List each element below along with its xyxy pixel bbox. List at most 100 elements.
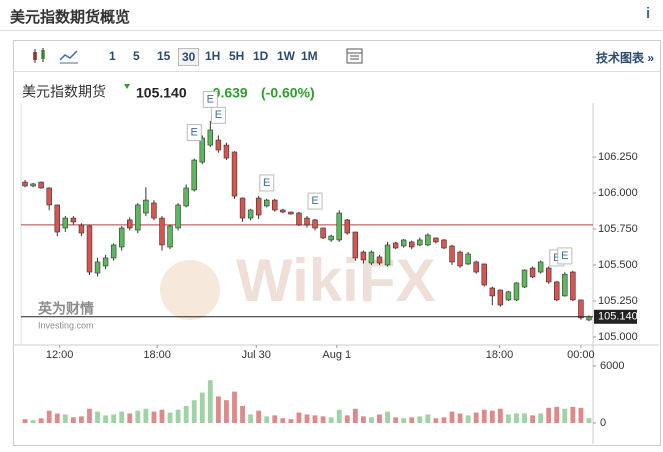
volume-bar [562, 408, 568, 423]
volume-bar [505, 414, 511, 423]
candle-body [578, 299, 584, 319]
volume-bar [522, 413, 527, 423]
candle-body [207, 129, 214, 146]
volume-bar [272, 415, 278, 423]
candle-body [78, 224, 85, 234]
volume-bar [103, 415, 109, 423]
event-label: E [191, 126, 198, 138]
toolbar: 技术图表 » 1 5 15 30 1H 5H 1D 1W 1M [14, 41, 660, 72]
volume-bar [199, 392, 205, 423]
volume-bar [586, 418, 592, 423]
volume-bar [441, 417, 447, 423]
volume-bar [207, 380, 213, 423]
candle-body [46, 187, 52, 206]
event-marker [307, 192, 323, 210]
candle-body [304, 217, 310, 226]
volume-bar [352, 408, 358, 423]
event-marker [186, 124, 202, 142]
candle-icon[interactable] [30, 47, 50, 65]
line-icon[interactable] [58, 47, 80, 65]
volume-bar [95, 411, 100, 423]
event-label: E [263, 177, 270, 189]
candle-body [360, 251, 367, 261]
volume-bar [369, 417, 374, 423]
volume-bar [30, 420, 36, 423]
interval-button[interactable]: 1W [277, 49, 295, 63]
candle-body [376, 256, 383, 264]
candle-body [86, 225, 93, 273]
candle-body [272, 199, 278, 211]
volume-bar [264, 416, 270, 423]
volume-bar [377, 414, 382, 423]
candle-body [54, 204, 60, 233]
volume-tick-label: 0 [600, 417, 606, 429]
candle-body [143, 199, 149, 214]
candle-body [320, 227, 326, 239]
event-label: E [311, 195, 318, 207]
y-tick-label: 106.250 [598, 151, 638, 163]
candle-body [231, 151, 238, 197]
candle-body [223, 144, 230, 159]
volume-bar [433, 418, 439, 423]
volume-bar [328, 417, 334, 423]
candle-body [562, 273, 568, 297]
candle-body [135, 204, 141, 231]
candle-body [102, 257, 109, 267]
instrument-name: 美元指数期货 [22, 84, 106, 100]
candle-body [30, 183, 36, 187]
volume-bar [457, 413, 463, 423]
y-tick-label: 105.250 [598, 295, 638, 307]
logo: 英为财情 [37, 301, 94, 317]
divider [0, 30, 663, 31]
candle-body [400, 239, 407, 247]
settings-icon[interactable] [345, 47, 365, 65]
candle-body [545, 267, 552, 283]
interval-button[interactable]: 1D [253, 49, 269, 63]
interval-button[interactable]: 5 [133, 49, 140, 63]
volume-bar [288, 419, 294, 423]
volume-bar [232, 391, 237, 423]
candle-body [199, 137, 205, 163]
volume-bar [465, 415, 471, 423]
watermark-logo [160, 260, 220, 320]
volume-bar [54, 413, 60, 423]
volume-bar [360, 416, 366, 423]
y-tick-label: 106.000 [598, 187, 638, 199]
candle-body [384, 244, 391, 266]
event-label: E [561, 250, 568, 262]
candle-body [328, 235, 334, 241]
x-tick-label: 18:00 [143, 349, 171, 361]
x-tick-label: 12:00 [46, 349, 74, 361]
last-price: 105.140 [136, 85, 187, 101]
volume-bar [570, 406, 576, 423]
interval-button[interactable]: 1M [301, 49, 318, 63]
interval-button[interactable]: 5H [229, 49, 245, 63]
volume-bar [183, 405, 189, 423]
x-tick-label: Aug 1 [322, 349, 351, 361]
candle-body [118, 227, 125, 248]
interval-button[interactable]: 15 [157, 49, 171, 63]
technical-chart-link[interactable]: 技术图表 » [595, 51, 654, 65]
volume-bar [111, 414, 117, 423]
price-change-percent: (-0.60%) [261, 85, 315, 101]
candle-body [497, 289, 504, 306]
volume-bar [87, 408, 92, 423]
candle-body [537, 261, 544, 273]
volume-bar [344, 415, 350, 423]
interval-button[interactable]: 30 [178, 48, 200, 66]
candle-body [247, 209, 254, 219]
candle-body [151, 202, 157, 219]
volume-bar [167, 412, 173, 423]
info-icon[interactable]: i [646, 5, 651, 22]
volume-bar [401, 418, 407, 423]
volume-bar [215, 396, 221, 423]
volume-bar [191, 400, 197, 423]
interval-button[interactable]: 1H [205, 49, 221, 63]
candle-body [529, 267, 536, 278]
volume-bar [497, 408, 503, 423]
candle-body [417, 239, 423, 246]
volume-bar [481, 409, 487, 423]
candle-body [167, 225, 173, 248]
interval-button[interactable]: 1 [109, 49, 116, 63]
